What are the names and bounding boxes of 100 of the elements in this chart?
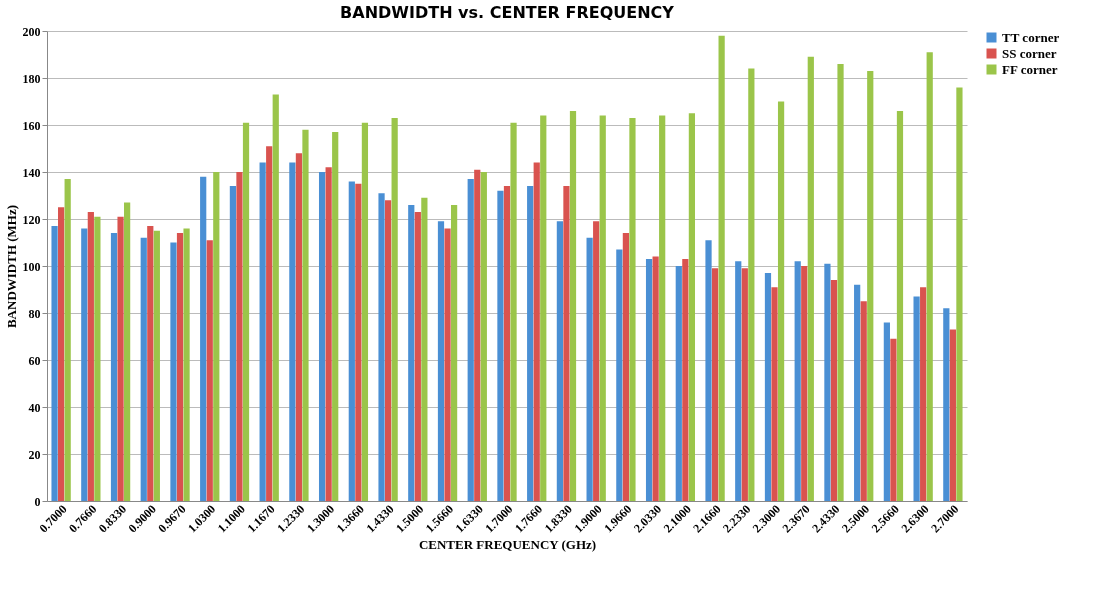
bar (391, 117, 398, 501)
bar (896, 110, 904, 501)
bar (645, 258, 653, 501)
bar (183, 228, 190, 501)
bar (81, 228, 88, 501)
bar (87, 211, 94, 501)
bar (764, 273, 772, 501)
bar (384, 200, 392, 501)
bar (593, 221, 600, 501)
y-tick-label: 20 (28, 447, 41, 462)
bar (421, 197, 428, 501)
bar (414, 211, 421, 501)
legend-label: SS corner (1002, 45, 1057, 61)
bar (920, 287, 927, 501)
legend-label: FF corner (1002, 61, 1058, 77)
bar (586, 237, 593, 501)
bar (170, 242, 177, 501)
bar (110, 233, 118, 501)
bar (616, 249, 623, 501)
bar (332, 132, 339, 501)
bar (64, 179, 71, 501)
bar (883, 322, 890, 501)
bar (801, 266, 808, 501)
y-tick-label: 60 (28, 353, 41, 368)
bar (242, 122, 250, 501)
bar (659, 115, 666, 501)
bar (682, 258, 689, 501)
legend-label: TT corner (1002, 29, 1060, 45)
bar (94, 216, 101, 501)
bar (718, 35, 725, 501)
bar (569, 110, 577, 501)
bar (629, 117, 636, 501)
y-tick-label: 140 (22, 165, 41, 180)
bar (348, 181, 355, 501)
chart-title: BANDWIDTH vs. CENTER FREQUENCY (340, 3, 675, 22)
bar (259, 162, 266, 501)
bar (289, 162, 296, 501)
bar (807, 56, 814, 501)
bar (444, 228, 451, 501)
bar (295, 153, 303, 501)
bar (140, 237, 147, 501)
bar (854, 284, 861, 501)
bar (748, 68, 755, 501)
bar (949, 329, 956, 501)
bar (361, 122, 369, 501)
bar (318, 172, 326, 501)
bar (837, 63, 844, 501)
bar (124, 202, 131, 501)
bar (794, 261, 801, 501)
bar (913, 296, 920, 501)
bar (147, 226, 154, 501)
bar (213, 172, 220, 501)
y-tick-label: 100 (22, 259, 41, 274)
bar (302, 129, 309, 501)
bar (527, 186, 534, 501)
bar (777, 101, 785, 501)
y-tick-label: 0 (34, 494, 41, 509)
bar (867, 70, 874, 501)
bar (943, 308, 950, 501)
bar (497, 190, 504, 501)
bar (563, 186, 570, 501)
bar (890, 338, 897, 501)
bar (956, 87, 963, 501)
bar (824, 263, 831, 501)
bar (711, 268, 719, 501)
y-tick-label: 180 (22, 71, 41, 86)
bar (675, 266, 682, 501)
y-tick-label: 120 (22, 212, 41, 227)
bar (408, 204, 415, 501)
bar (450, 204, 458, 501)
bar (503, 186, 511, 501)
bar (480, 172, 487, 501)
y-tick-label: 200 (22, 24, 41, 39)
bar (153, 230, 160, 501)
bar (830, 280, 838, 501)
bar (58, 207, 65, 501)
bar (599, 115, 606, 501)
bar (355, 183, 362, 501)
bar (378, 193, 385, 501)
bar (688, 113, 696, 501)
bar (467, 179, 474, 501)
bar (474, 169, 481, 501)
bar (236, 172, 243, 501)
bar (860, 301, 867, 501)
y-tick-label: 80 (28, 306, 41, 321)
bar (229, 186, 237, 501)
bar (533, 162, 540, 501)
bar (176, 233, 184, 501)
x-axis-title: CENTER FREQUENCY (GHz) (418, 536, 597, 552)
y-tick-label: 160 (22, 118, 41, 133)
bar (926, 52, 933, 501)
bar (117, 216, 124, 501)
bar (622, 233, 630, 501)
bar (266, 146, 273, 501)
bar (206, 240, 213, 501)
bar (705, 240, 712, 501)
bar (51, 226, 58, 501)
bar (771, 287, 778, 501)
bar (200, 176, 207, 501)
bar (437, 221, 445, 501)
